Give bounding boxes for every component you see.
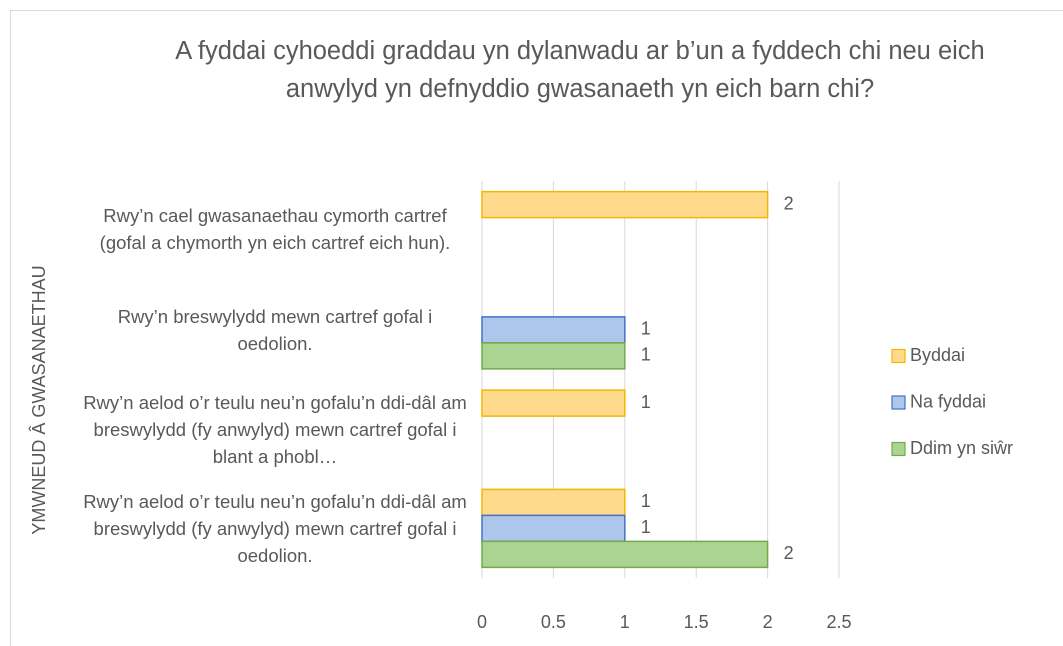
chart-border — [10, 10, 1063, 646]
legend-label: Byddai — [910, 345, 965, 365]
bar — [481, 316, 626, 344]
y-tick-label: Rwy’n aelod o’r teulu neu’n gofalu’n ddi… — [83, 391, 467, 467]
x-tick-label: 2 — [763, 612, 773, 632]
data-label: 1 — [641, 345, 651, 365]
legend-swatch — [891, 441, 906, 457]
y-axis-label: YMWNEUD Â GWASANAETHAU — [29, 265, 49, 534]
data-label: 1 — [641, 392, 651, 412]
x-tick-label: 0 — [477, 612, 487, 632]
y-tick-label: Rwy’n aelod o’r teulu neu’n gofalu’n ddi… — [83, 490, 467, 566]
bar — [481, 540, 769, 569]
bar — [481, 190, 769, 219]
bar — [481, 342, 626, 370]
data-label: 2 — [784, 543, 794, 563]
bar — [481, 488, 626, 517]
chart-title: A fyddai cyhoeddi graddau yn dylanwadu a… — [175, 37, 985, 103]
x-tick-label: 0.5 — [541, 612, 566, 632]
legend-label: Ddim yn siŵr — [910, 438, 1013, 458]
data-label: 2 — [784, 193, 794, 213]
x-tick-label: 1 — [620, 612, 630, 632]
bar — [481, 514, 626, 543]
legend-swatch — [891, 395, 906, 410]
data-label: 1 — [641, 517, 651, 537]
legend-swatch — [891, 348, 906, 364]
x-tick-label: 1.5 — [684, 612, 709, 632]
x-tick-label: 2.5 — [826, 612, 851, 632]
legend-label: Na fyddai — [910, 391, 986, 411]
y-tick-label: Rwy’n cael gwasanaethau cymorth cartref … — [99, 204, 451, 253]
data-label: 1 — [641, 319, 651, 339]
y-tick-label: Rwy’n breswylydd mewn cartref gofal i oe… — [117, 305, 433, 354]
data-label: 1 — [641, 491, 651, 511]
bar — [481, 389, 626, 417]
